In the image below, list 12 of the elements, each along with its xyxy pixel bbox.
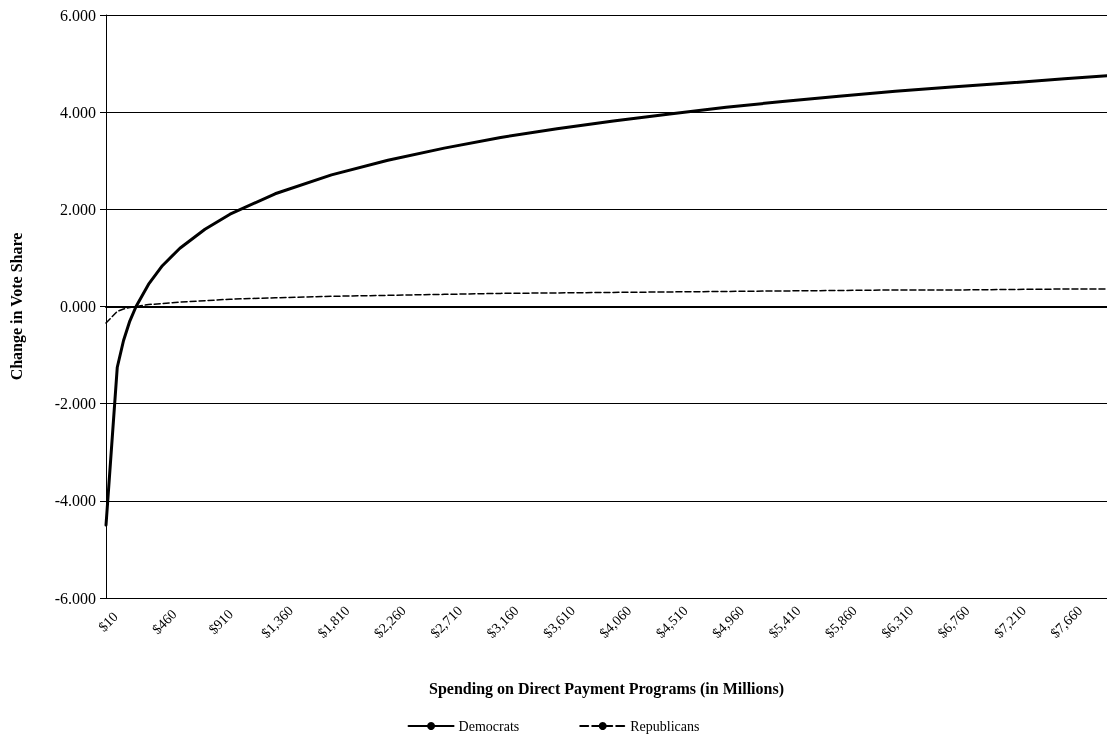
y-tick-label: 6.000 — [60, 6, 96, 24]
y-tick-label: -6.000 — [54, 589, 96, 607]
y-tick-label: 2.000 — [60, 200, 96, 218]
y-axis-title: Change in Vote Share — [7, 232, 26, 381]
y-tick-label: 0.000 — [60, 298, 96, 315]
y-tick-label: -2.000 — [54, 395, 96, 413]
y-tick-label: -4.000 — [54, 492, 96, 510]
y-tick-label: 4.000 — [60, 103, 96, 121]
legend-label: Republicans — [630, 718, 700, 734]
legend-label: Democrats — [458, 718, 520, 734]
x-axis-title: Spending on Direct Payment Programs (in Millions) — [429, 679, 784, 698]
x-tick-label: $10 — [95, 609, 121, 635]
